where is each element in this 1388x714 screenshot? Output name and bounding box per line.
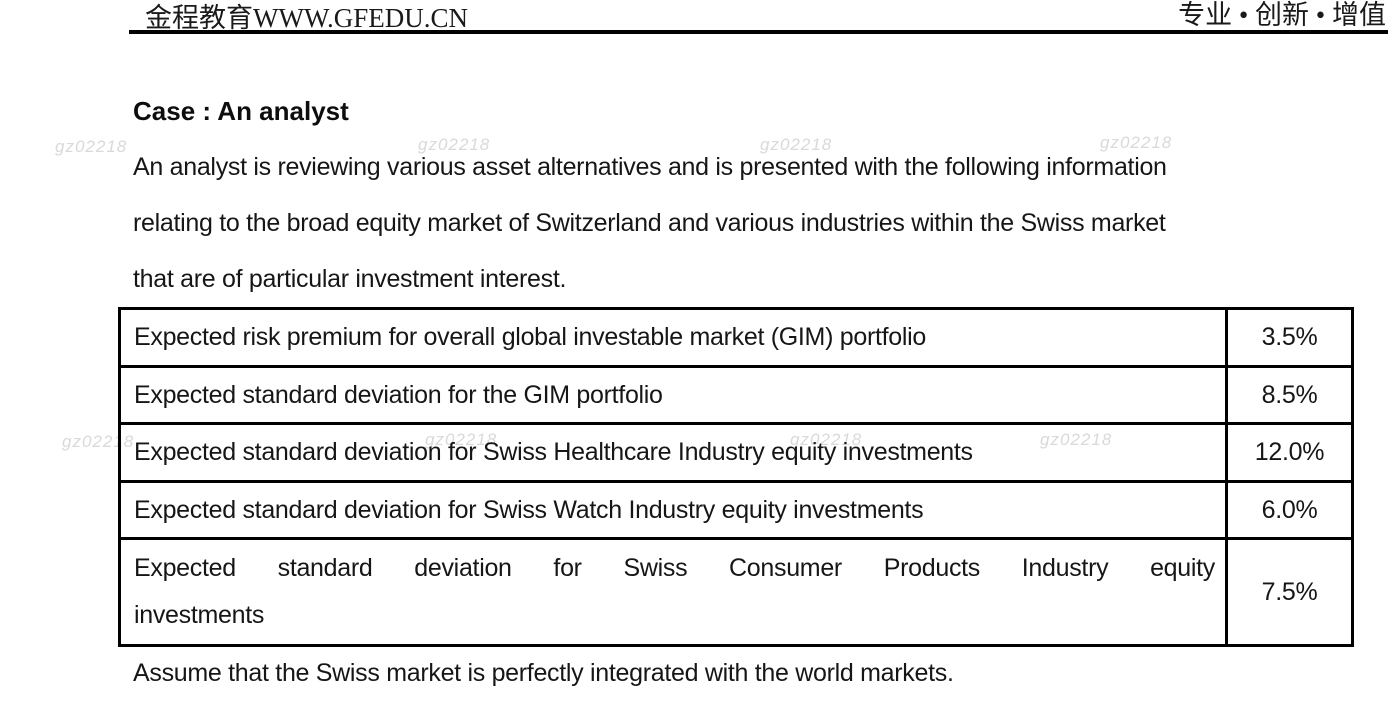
watermark: gz02218 [760, 135, 833, 154]
brand-text: 金程教育WWW.GFEDU.CN [145, 3, 468, 33]
row-label: Expected standard deviation for Swiss He… [118, 422, 1228, 483]
table-row: Expected risk premium for overall global… [118, 307, 1354, 368]
paragraph-line: that are of particular investment intere… [133, 265, 567, 293]
watermark: gz02218 [1100, 133, 1173, 152]
row-value: 3.5% [1225, 307, 1354, 368]
table-row: Expected standard deviation for Swiss Co… [118, 537, 1354, 647]
row-label: Expected standard deviation for the GIM … [118, 365, 1228, 425]
table-row: Expected standard deviation for Swiss Wa… [118, 480, 1354, 540]
table-row: Expected standard deviation for the GIM … [118, 365, 1354, 425]
row-value: 6.0% [1225, 480, 1354, 540]
row-label-line: investments [134, 601, 265, 629]
watermark: gz02218 [55, 137, 128, 156]
paragraph-line: relating to the broad equity market of S… [133, 209, 1166, 237]
row-label: Expected standard deviation for Swiss Wa… [118, 480, 1228, 540]
table-row: Expected standard deviation for Swiss He… [118, 422, 1354, 483]
row-value: 8.5% [1225, 365, 1354, 425]
closing-statement: Assume that the Swiss market is perfectl… [133, 659, 954, 687]
case-data-table: Expected risk premium for overall global… [118, 307, 1354, 647]
row-label-line: Expected standard deviation for Swiss Co… [134, 554, 1215, 582]
header-divider [129, 30, 1388, 34]
row-value: 12.0% [1225, 422, 1354, 483]
watermark: gz02218 [418, 135, 491, 154]
row-label: Expected standard deviation for Swiss Co… [118, 537, 1228, 647]
paragraph-line: An analyst is reviewing various asset al… [133, 153, 1167, 181]
row-value: 7.5% [1225, 537, 1354, 647]
row-label: Expected risk premium for overall global… [118, 307, 1228, 368]
slogan-text: 专业 • 创新 • 增值 [1178, 0, 1386, 30]
case-title: Case : An analyst [133, 96, 349, 126]
watermark: gz02218 [62, 432, 135, 451]
